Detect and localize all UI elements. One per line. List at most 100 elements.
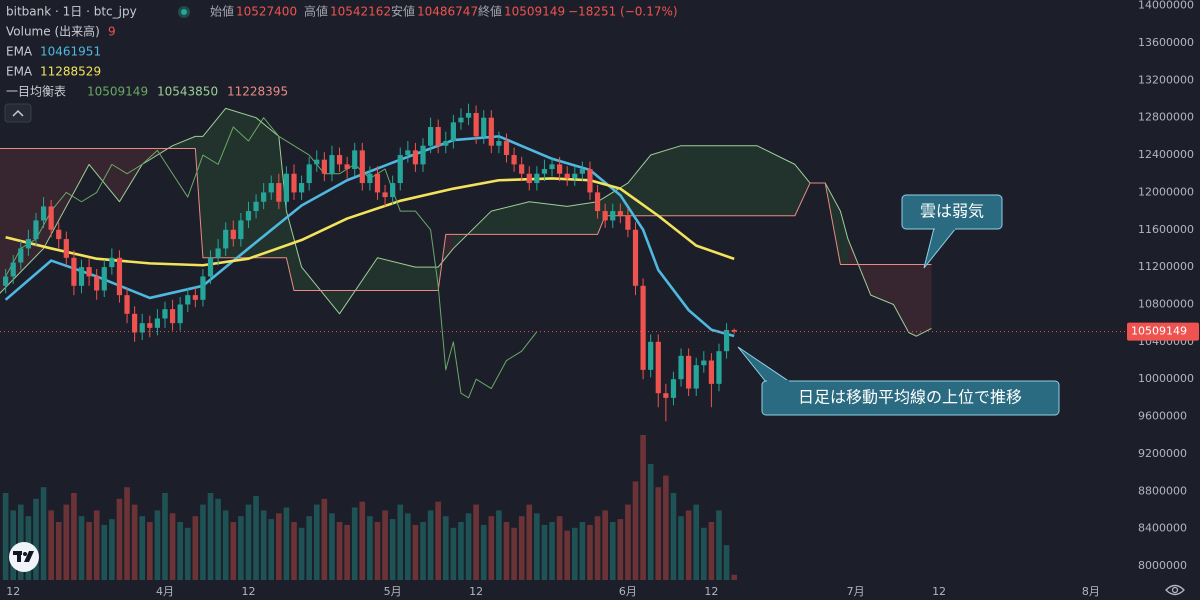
volume-bar <box>655 487 662 580</box>
cloud-fill <box>893 264 909 333</box>
volume-bar <box>534 513 540 580</box>
volume-bar <box>518 516 525 580</box>
volume-bar <box>230 522 237 580</box>
volume-bar <box>200 504 206 580</box>
volume-bar <box>632 481 639 580</box>
logo-circle <box>9 542 39 572</box>
candle-body <box>648 341 654 370</box>
cloud-fill <box>916 264 932 337</box>
legend-ichimoku: 一目均衡表 <box>6 85 66 99</box>
volume-bar <box>131 504 138 580</box>
volume-bar <box>162 493 168 580</box>
volume-bar <box>473 504 479 580</box>
candle-body <box>238 220 244 240</box>
symbol-title: bitbank · 1日 · btc_jpy <box>6 5 137 19</box>
candle-body <box>670 379 677 398</box>
close-label: 終値 <box>478 4 502 19</box>
close-value: 10509149 <box>504 5 565 19</box>
volume-bar <box>147 522 153 580</box>
last-price-label: 10509149 <box>1131 325 1187 338</box>
candle-body <box>708 360 714 384</box>
volume-bar <box>716 510 722 580</box>
candle-body <box>314 159 320 165</box>
candle-body <box>291 173 297 193</box>
candle-body <box>352 150 358 170</box>
volume-layer <box>2 435 737 580</box>
volume-bar <box>40 487 47 580</box>
volume-bar <box>701 527 707 580</box>
logo-shape <box>17 551 21 562</box>
volume-bar <box>306 516 312 580</box>
candle-body <box>496 141 502 146</box>
candle-body <box>465 113 472 118</box>
volume-bar <box>541 524 548 580</box>
volume-bar <box>367 516 373 580</box>
candle-body <box>382 192 388 198</box>
volume-bar <box>101 524 108 580</box>
volume-bar <box>245 504 252 580</box>
volume-bar <box>731 574 737 580</box>
legend-span-b-value: 11228395 <box>227 85 288 99</box>
x-tick-label: 12 <box>6 585 20 598</box>
candle-body <box>405 150 411 156</box>
tradingview-logo[interactable] <box>9 542 39 572</box>
candle-body <box>48 206 54 230</box>
span-b-line <box>0 148 932 291</box>
y-tick-label: 8400000 <box>1138 522 1187 535</box>
cloud-fill <box>119 148 143 202</box>
y-tick-label: 13200000 <box>1138 73 1194 86</box>
volume-bar <box>450 527 457 580</box>
collapse-button[interactable] <box>4 103 32 123</box>
volume-bar <box>10 510 17 580</box>
candle-body <box>435 127 441 146</box>
low-label: 安値 <box>391 4 415 19</box>
y-tick-label: 8000000 <box>1138 559 1187 572</box>
legend-ema-value: 11288529 <box>40 65 101 79</box>
volume-bar <box>442 516 449 580</box>
candle-body <box>390 183 396 198</box>
change-value: −18251 (−0.17%) <box>568 5 678 19</box>
candle-body <box>450 122 456 142</box>
annotation-cloud: 雲は弱気 <box>901 194 1003 269</box>
volume-bar <box>663 475 669 580</box>
volume-bar <box>71 493 77 580</box>
candle-body <box>101 267 107 291</box>
cloud-fill <box>294 239 302 291</box>
candle-body <box>412 150 419 165</box>
candle-body <box>268 183 274 193</box>
candle-body <box>344 164 350 170</box>
candle-body <box>329 155 335 174</box>
candle-body <box>731 329 737 332</box>
volume-bar <box>594 516 601 580</box>
volume-bar <box>609 522 616 580</box>
cloud-fill <box>491 201 530 235</box>
ema-line <box>5 177 735 267</box>
candle-body <box>321 159 327 174</box>
volume-bar <box>169 513 176 580</box>
volume-bar <box>238 516 244 580</box>
candle-body <box>663 393 669 398</box>
candle-body <box>686 355 692 389</box>
candle-body <box>519 164 525 174</box>
cloud-fill <box>0 148 44 294</box>
x-tick-label: 4月 <box>156 585 174 598</box>
candle-body <box>397 155 403 184</box>
candle-body <box>215 248 221 258</box>
cloud-fill <box>286 211 294 291</box>
candle-body <box>420 145 426 165</box>
callout-box <box>761 380 1060 416</box>
volume-bar <box>177 522 183 580</box>
cloud-fill <box>756 145 795 216</box>
settings-eye[interactable] <box>1165 584 1185 596</box>
candle-body <box>617 211 623 216</box>
candle-body <box>579 169 585 174</box>
volume-bar <box>405 513 411 580</box>
volume-bar <box>313 504 320 580</box>
volume-bar <box>640 435 646 580</box>
candle-body <box>640 285 646 370</box>
candle-body <box>124 295 130 314</box>
candle-body <box>185 295 191 305</box>
